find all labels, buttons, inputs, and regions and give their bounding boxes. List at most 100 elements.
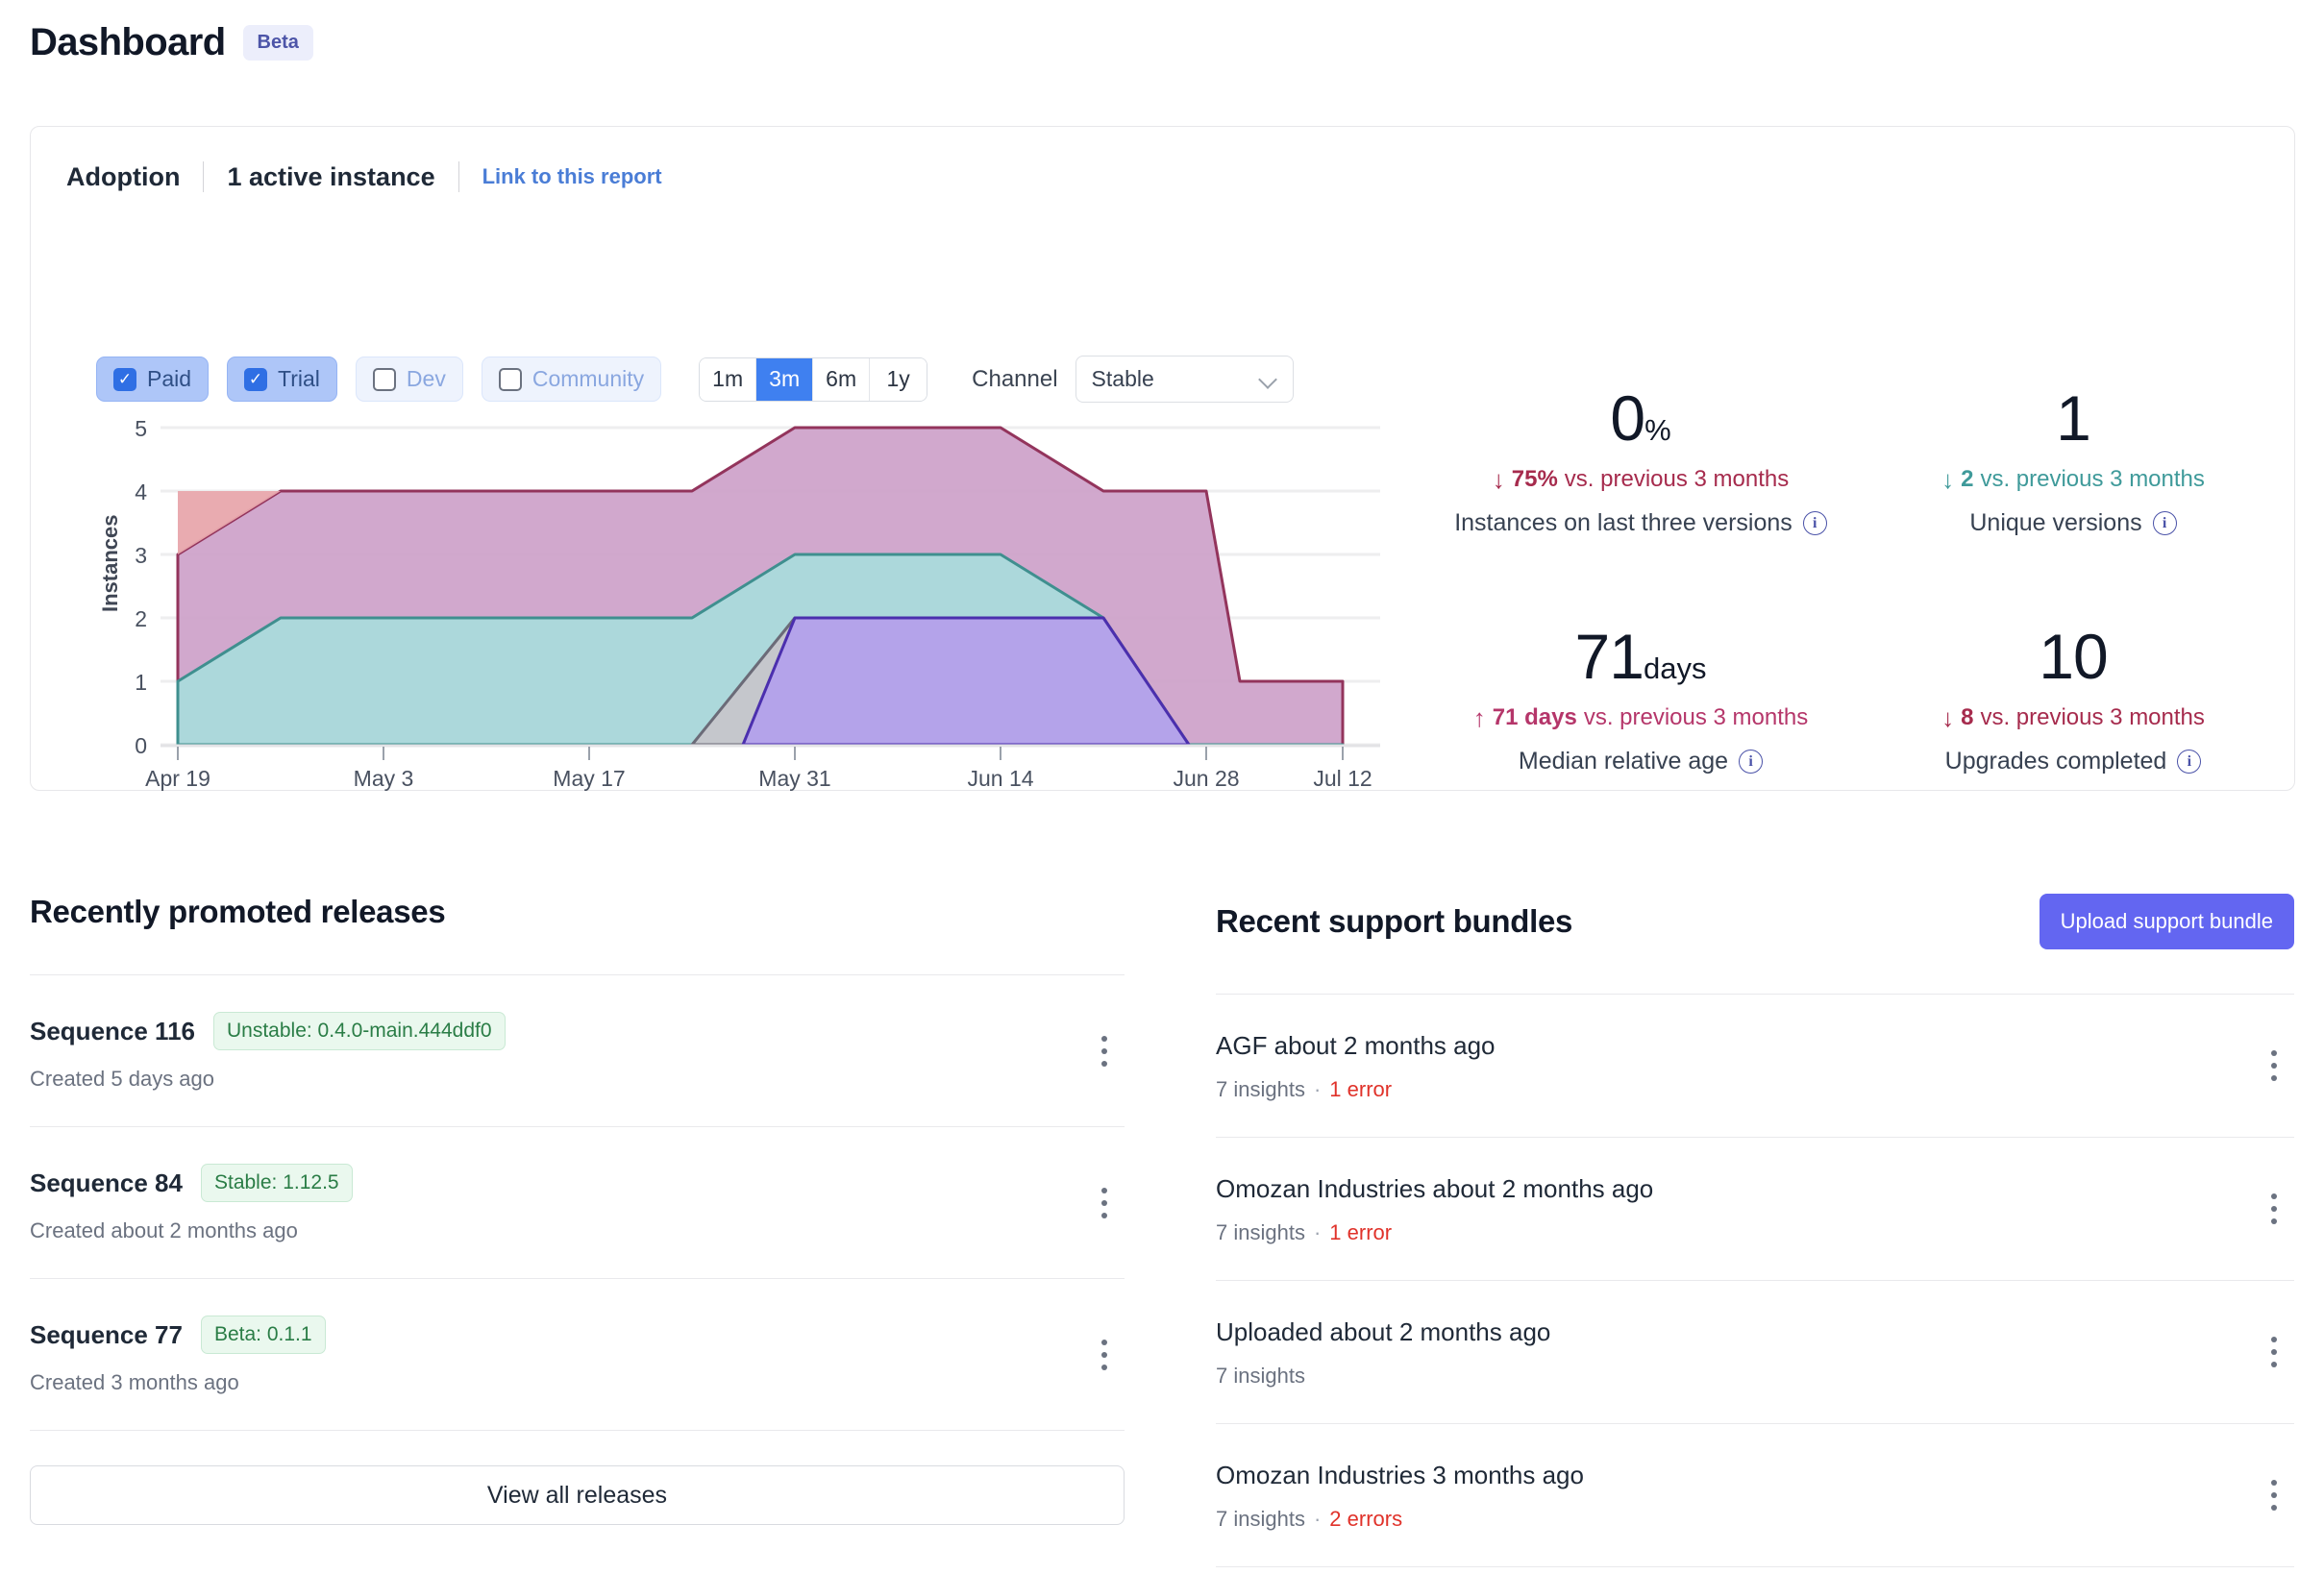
filter-pill-trial[interactable]: ✓ Trial [227,357,337,402]
filter-pill-community[interactable]: Community [481,357,662,402]
metric-caption: Instances on last three versions [1454,509,1792,536]
metric-caption-row: Instances on last three versions i [1424,509,1857,537]
svg-text:0: 0 [135,733,147,758]
metric-delta: ↓ 8 vs. previous 3 months [1857,704,2289,731]
checkbox-checked-icon[interactable]: ✓ [244,367,268,391]
metric-delta: ↓ 75% vs. previous 3 months [1424,466,1857,493]
svg-text:4: 4 [135,480,147,504]
chevron-down-icon[interactable] [1260,371,1277,388]
filter-pill-paid[interactable]: ✓ Paid [96,357,210,402]
filter-pill-dev[interactable]: Dev [355,357,463,402]
header-divider-1 [203,161,205,192]
metric-value-row: 0% [1424,386,1857,450]
releases-list: Sequence 116 Unstable: 0.4.0-main.444ddf… [30,974,1125,1431]
metric-unique-versions: 1 ↓ 2 vs. previous 3 months Unique versi… [1857,386,2289,537]
metric-delta-tail: vs. previous 3 months [1564,466,1790,492]
adoption-filters: ✓ Paid ✓ Trial Dev Community 1m 3m 6m 1y [96,356,1294,403]
bundle-name: AGF about 2 months ago [1216,1031,1496,1060]
bundle-title-line: Omozan Industries 3 months ago [1216,1461,2294,1490]
link-to-report[interactable]: Link to this report [482,164,662,188]
adoption-area-chart: 5 4 3 2 1 0 [135,420,1380,791]
bundle-errors: 1 error [1329,1220,1393,1244]
info-icon[interactable]: i [1802,511,1827,535]
bundle-name: Omozan Industries about 2 months ago [1216,1174,1654,1203]
release-name: Sequence 77 [30,1319,183,1349]
info-icon[interactable]: i [2177,750,2202,774]
range-button-1m[interactable]: 1m [700,357,757,401]
releases-section: Recently promoted releases Sequence 116 … [30,894,1125,1525]
series-area-red [178,491,281,554]
metric-unit: days [1643,652,1707,685]
kebab-menu-icon[interactable] [2260,1190,2288,1228]
adoption-chart: Instances 5 4 3 2 1 0 [98,420,1391,876]
arrow-up-icon: ↑ [1472,703,1486,732]
metric-delta-amount: 75% [1511,466,1558,492]
bundle-row[interactable]: Omozan Industries 3 months ago 7 insight… [1216,1423,2294,1567]
channel-selected-value: Stable [1091,366,1154,391]
range-button-3m[interactable]: 3m [756,357,814,401]
release-row[interactable]: Sequence 77 Beta: 0.1.1 Created 3 months… [30,1278,1125,1431]
x-tick-0: Apr 19 [145,766,210,791]
bundle-row[interactable]: Omozan Industries about 2 months ago 7 i… [1216,1137,2294,1280]
metrics-panel: 0% ↓ 75% vs. previous 3 months Instances… [1424,386,2289,838]
kebab-menu-icon[interactable] [1090,1032,1119,1070]
x-tick-6: Jul 12 [1313,766,1372,791]
release-row[interactable]: Sequence 84 Stable: 1.12.5 Created about… [30,1126,1125,1278]
range-button-1y[interactable]: 1y [870,357,927,401]
release-version-tag: Unstable: 0.4.0-main.444ddf0 [213,1012,506,1050]
view-all-releases-button[interactable]: View all releases [30,1465,1125,1525]
bundle-meta: 7 insights [1216,1364,2294,1389]
arrow-down-icon: ↓ [1941,703,1955,732]
x-tick-3: May 31 [758,766,830,791]
info-icon[interactable]: i [1739,750,1764,774]
bundle-meta: 7 insights · 2 errors [1216,1507,2294,1532]
bundle-errors: 1 error [1329,1077,1393,1101]
checkbox-unchecked-icon[interactable] [372,367,396,391]
kebab-menu-icon[interactable] [1090,1184,1119,1222]
checkbox-checked-icon[interactable]: ✓ [113,367,136,391]
release-version-tag: Stable: 1.12.5 [200,1164,353,1202]
release-created: Created about 2 months ago [30,1218,298,1242]
release-title-line: Sequence 116 Unstable: 0.4.0-main.444ddf… [30,1012,1125,1050]
channel-select[interactable]: Stable [1075,356,1294,403]
bundles-list: AGF about 2 months ago 7 insights · 1 erro… [1216,994,2294,1567]
checkbox-unchecked-icon[interactable] [498,367,522,391]
bundle-row[interactable]: AGF about 2 months ago 7 insights · 1 erro… [1216,994,2294,1137]
release-row[interactable]: Sequence 116 Unstable: 0.4.0-main.444ddf… [30,974,1125,1126]
kebab-menu-icon[interactable] [1090,1336,1119,1374]
release-version-tag: Beta: 0.1.1 [200,1316,326,1354]
kebab-menu-icon[interactable] [2260,1046,2288,1085]
release-created: Created 5 days ago [30,1067,215,1091]
header-divider-2 [457,161,459,192]
kebab-menu-icon[interactable] [2260,1333,2288,1371]
metric-value: 71 [1574,621,1644,692]
svg-text:5: 5 [135,420,147,441]
info-icon[interactable]: i [2152,511,2177,535]
release-name: Sequence 84 [30,1168,183,1197]
bundle-meta: 7 insights · 1 error [1216,1220,2294,1245]
bundle-row[interactable]: Uploaded about 2 months ago 7 insights [1216,1280,2294,1423]
bundles-header: Recent support bundles Upload support bu… [1216,894,2294,949]
upload-support-bundle-button[interactable]: Upload support bundle [2039,894,2294,949]
kebab-menu-icon[interactable] [2260,1476,2288,1514]
metric-delta: ↑ 71 days vs. previous 3 months [1424,704,1857,731]
filter-label-trial: Trial [278,366,320,391]
metric-caption-row: Unique versions i [1857,509,2289,537]
arrow-down-icon: ↓ [1941,465,1955,494]
metric-value-row: 1 [1857,386,2289,450]
x-tick-1: May 3 [354,766,414,791]
x-tick-4: Jun 14 [967,766,1033,791]
metric-caption: Upgrades completed [1944,748,2167,775]
bundle-insights: 7 insights [1216,1507,1305,1531]
meta-separator: · [1313,1077,1322,1101]
metric-delta-amount: 2 [1961,466,1974,492]
metric-instances-last-three-versions: 0% ↓ 75% vs. previous 3 months Instances… [1424,386,1857,537]
bundle-insights: 7 insights [1216,1364,1305,1388]
metric-caption: Median relative age [1518,748,1729,775]
metric-delta-tail: vs. previous 3 months [1980,704,2205,730]
filter-label-dev: Dev [406,366,446,391]
filter-label-paid: Paid [147,366,192,391]
bundles-section: Recent support bundles Upload support bu… [1216,894,2294,1567]
range-button-6m[interactable]: 6m [813,357,871,401]
